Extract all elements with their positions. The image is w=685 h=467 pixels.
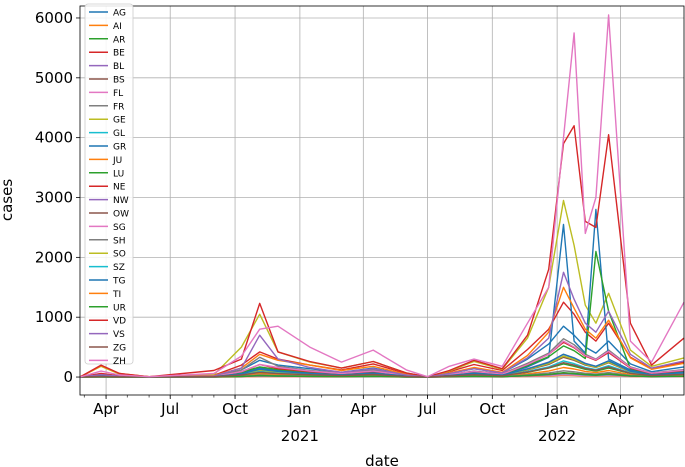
x-tick-label: Apr (608, 400, 635, 418)
y-tick-label: 3000 (35, 189, 73, 207)
plot-frame (79, 5, 685, 396)
x-tick-label: Apr (93, 400, 120, 418)
x-tick-label: Oct (222, 400, 248, 418)
x-tick-year-label: 2021 (281, 427, 319, 445)
y-tick-label: 2000 (35, 248, 73, 266)
legend-label: FR (113, 102, 124, 112)
y-axis: 0 1000 2000 3000 4000 5000 6000 (35, 9, 80, 386)
legend-label: NW (113, 196, 129, 206)
legend-label: ZG (113, 344, 126, 354)
legend-label: VD (113, 317, 126, 327)
legend-label: ZH (113, 357, 126, 367)
y-tick-label: 6000 (35, 9, 73, 27)
legend-label: UR (113, 303, 126, 313)
legend-label: OW (113, 210, 129, 220)
series-line-zg (79, 362, 685, 378)
y-tick-label: 1000 (35, 308, 73, 326)
legend-label: BS (113, 76, 125, 86)
x-tick-label: Jul (160, 400, 179, 418)
legend-label: LU (113, 169, 124, 179)
x-tick-label: Apr (350, 400, 377, 418)
legend-label: VS (113, 330, 125, 340)
legend: AG AI AR BE BL BS FL FR GE GL GR JU LU NE NW OW SG SH SO SZ… (84, 3, 134, 367)
series-line-vd (79, 124, 685, 378)
legend-label: SH (113, 236, 125, 246)
x-tick-label: Jan (287, 400, 311, 418)
legend-label: TG (112, 277, 125, 287)
x-axis-label: date (365, 452, 399, 467)
y-tick-label: 0 (63, 368, 73, 386)
legend-label: AR (113, 35, 125, 45)
legend-label: GE (113, 116, 126, 126)
legend-label: TI (112, 290, 121, 300)
legend-label: SO (113, 250, 126, 260)
legend-label: SG (113, 223, 126, 233)
y-axis-label: cases (0, 179, 16, 221)
legend-label: BE (113, 49, 125, 59)
legend-label: AI (113, 22, 122, 32)
x-tick-label: Jul (417, 400, 436, 418)
series-line-vs (79, 271, 685, 378)
x-tick-label: Jan (545, 400, 569, 418)
legend-label: JU (112, 156, 122, 166)
x-tick-year-label: 2022 (538, 427, 576, 445)
y-tick-label: 4000 (35, 129, 73, 147)
x-axis: Apr Jul Oct Jan 2021 Apr Jul Oct Jan 2022 Apr (83, 395, 664, 445)
legend-label: NE (113, 183, 126, 193)
y-tick-label: 5000 (35, 69, 73, 87)
x-tick-label: Oct (479, 400, 505, 418)
legend-label: AG (113, 9, 126, 19)
legend-label: BL (113, 62, 124, 72)
legend-label: FL (113, 89, 123, 99)
series-line-zh (79, 14, 685, 378)
legend-label: GL (113, 129, 125, 139)
legend-label: GR (113, 143, 126, 153)
legend-box (84, 3, 134, 365)
series-lines (79, 14, 685, 378)
legend-label: SZ (113, 263, 125, 273)
